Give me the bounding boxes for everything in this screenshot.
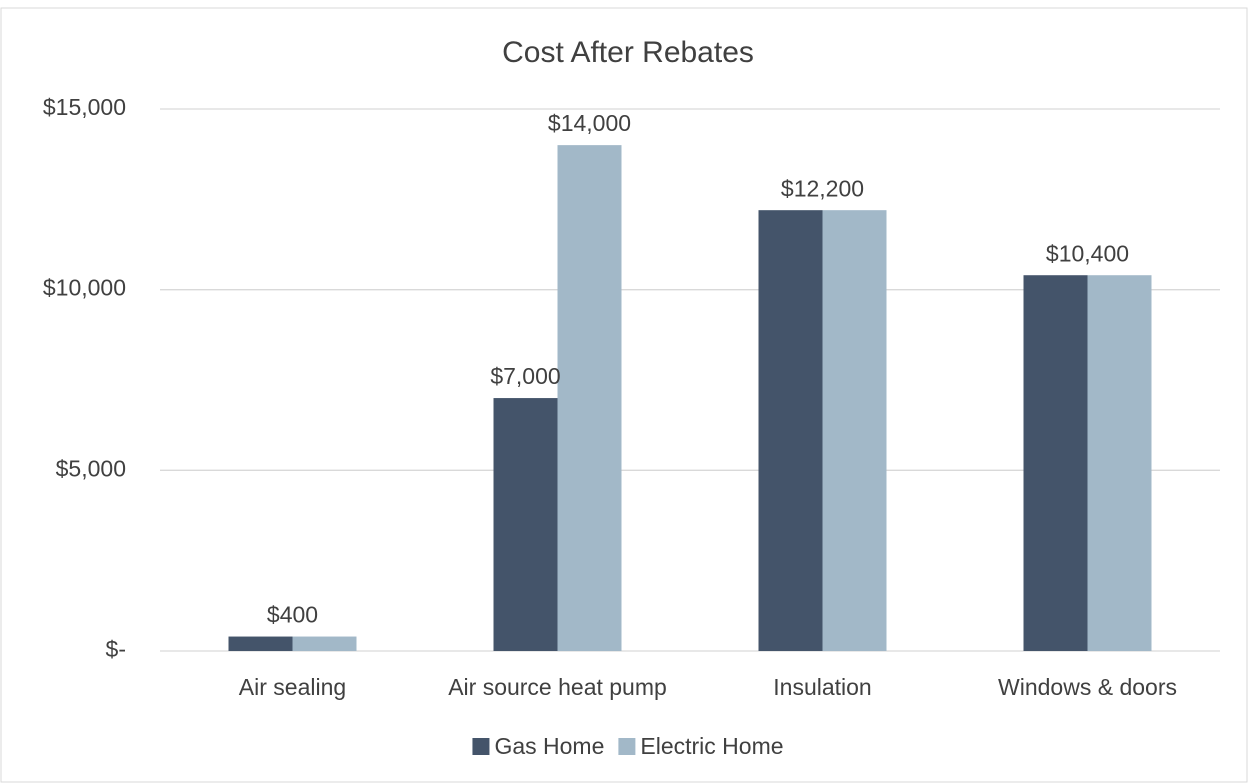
y-tick-label: $10,000 (43, 275, 126, 301)
bar (228, 636, 293, 651)
data-label: $10,400 (1046, 240, 1129, 266)
bar (1023, 275, 1088, 651)
x-tick-label: Air source heat pump (448, 674, 667, 700)
legend-swatch (472, 738, 490, 755)
x-tick-label: Windows & doors (998, 674, 1177, 700)
bar (822, 210, 887, 651)
legend-label: Gas Home (494, 733, 604, 759)
bar (292, 636, 357, 651)
legend-label: Electric Home (640, 733, 783, 759)
chart-title: Cost After Rebates (502, 36, 754, 69)
x-tick-label: Insulation (773, 674, 871, 700)
bar (557, 145, 622, 651)
bar (1087, 275, 1152, 651)
x-tick-label: Air sealing (239, 674, 346, 700)
data-label: $14,000 (548, 110, 631, 136)
data-label: $12,200 (781, 175, 864, 201)
data-label: $400 (267, 602, 318, 628)
legend-swatch (618, 738, 636, 755)
y-tick-label: $5,000 (56, 455, 126, 481)
bar (758, 210, 823, 651)
data-label: $7,000 (490, 363, 560, 389)
y-tick-label: $15,000 (43, 94, 126, 120)
bar (493, 398, 558, 651)
y-tick-label: $- (106, 636, 126, 662)
